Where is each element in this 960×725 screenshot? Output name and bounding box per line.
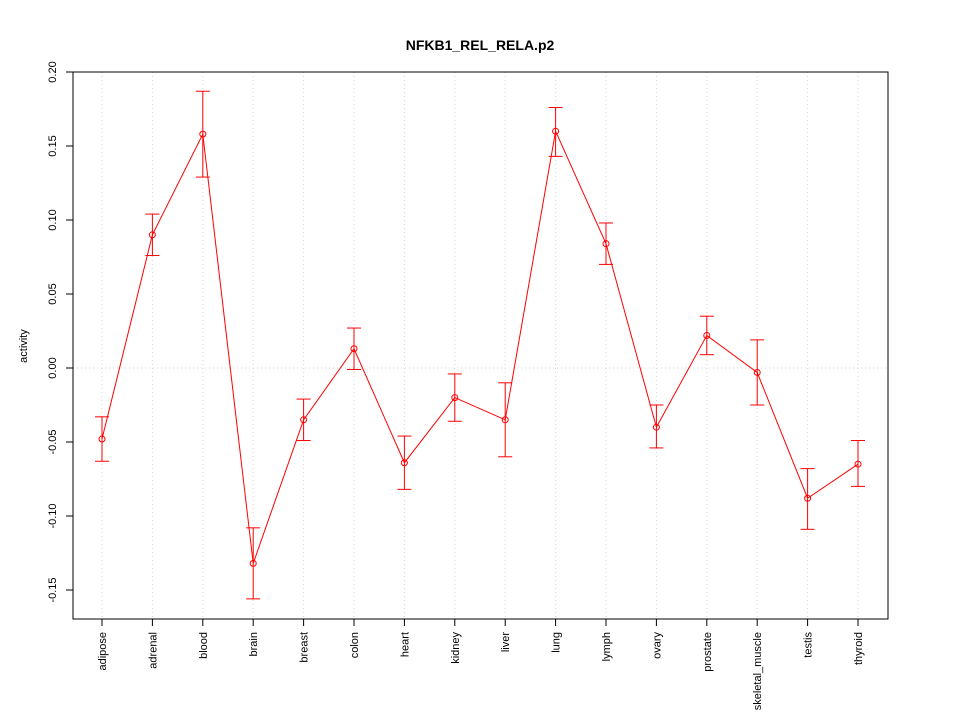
data-point	[300, 416, 308, 424]
data-point	[98, 435, 106, 443]
x-tick-label: prostate	[702, 632, 714, 672]
data-point	[148, 231, 156, 239]
y-tick-label: -0.10	[47, 503, 59, 528]
y-tick-label: 0.15	[47, 135, 59, 156]
x-tick-label: lymph	[601, 632, 613, 661]
x-tick-label: brain	[248, 632, 260, 656]
y-tick-label: 0.00	[47, 357, 59, 378]
x-tick-label: liver	[500, 632, 512, 653]
data-point	[400, 459, 408, 467]
series-group	[95, 90, 865, 600]
error-bar	[599, 222, 613, 265]
data-point	[350, 345, 358, 353]
error-bar	[750, 339, 765, 406]
x-tick-label: kidney	[450, 632, 462, 664]
data-point	[249, 559, 257, 567]
error-bar	[246, 527, 261, 600]
error-bar	[447, 373, 462, 422]
error-bar	[397, 435, 412, 490]
y-tick-label: 0.05	[47, 283, 59, 304]
x-tick-label: lung	[551, 632, 563, 653]
x-tick-label: breast	[299, 632, 311, 663]
error-bar	[145, 213, 160, 257]
data-point	[451, 394, 459, 402]
data-point	[602, 240, 610, 248]
data-point	[552, 127, 560, 135]
x-tick-label: adrenal	[147, 632, 159, 669]
data-point	[804, 494, 812, 502]
error-bar	[800, 468, 815, 530]
data-point	[753, 368, 761, 376]
data-point	[703, 331, 711, 339]
x-tick-label: ovary	[651, 632, 663, 659]
grid-lines	[73, 72, 888, 619]
x-tick-label: thyroid	[853, 632, 865, 665]
data-point	[501, 416, 509, 424]
axes: -0.15 -0.10 -0.05 0.00 0.05 0.10 0.15 0.20 adipo…	[47, 61, 865, 710]
chart-title: NFKB1_REL_RELA.p2	[406, 37, 555, 53]
x-tick-label: skeletal_muscle	[752, 632, 764, 710]
x-tick-label: heart	[399, 632, 411, 657]
y-tick-label: -0.05	[47, 429, 59, 454]
x-tick-label: adipose	[97, 632, 109, 671]
data-point	[199, 130, 207, 138]
y-tick-label: 0.20	[47, 61, 59, 82]
error-bar	[347, 327, 361, 370]
error-bar	[498, 382, 513, 458]
error-bar	[195, 90, 210, 178]
x-tick-label: colon	[349, 632, 361, 658]
error-bar	[95, 416, 109, 462]
data-point	[652, 423, 660, 431]
x-tick-label: testis	[803, 632, 815, 658]
error-bar	[699, 315, 714, 356]
y-tick-label: 0.10	[47, 209, 59, 230]
error-bar	[296, 398, 311, 442]
series-line	[101, 129, 859, 564]
error-bar	[548, 107, 563, 157]
plot-frame	[72, 71, 889, 620]
error-bar	[649, 404, 664, 449]
x-tick-label: blood	[198, 632, 210, 659]
y-axis-label: activity	[18, 329, 30, 363]
error-bar	[851, 440, 865, 487]
y-tick-label: -0.15	[47, 577, 59, 602]
data-point	[854, 460, 862, 468]
